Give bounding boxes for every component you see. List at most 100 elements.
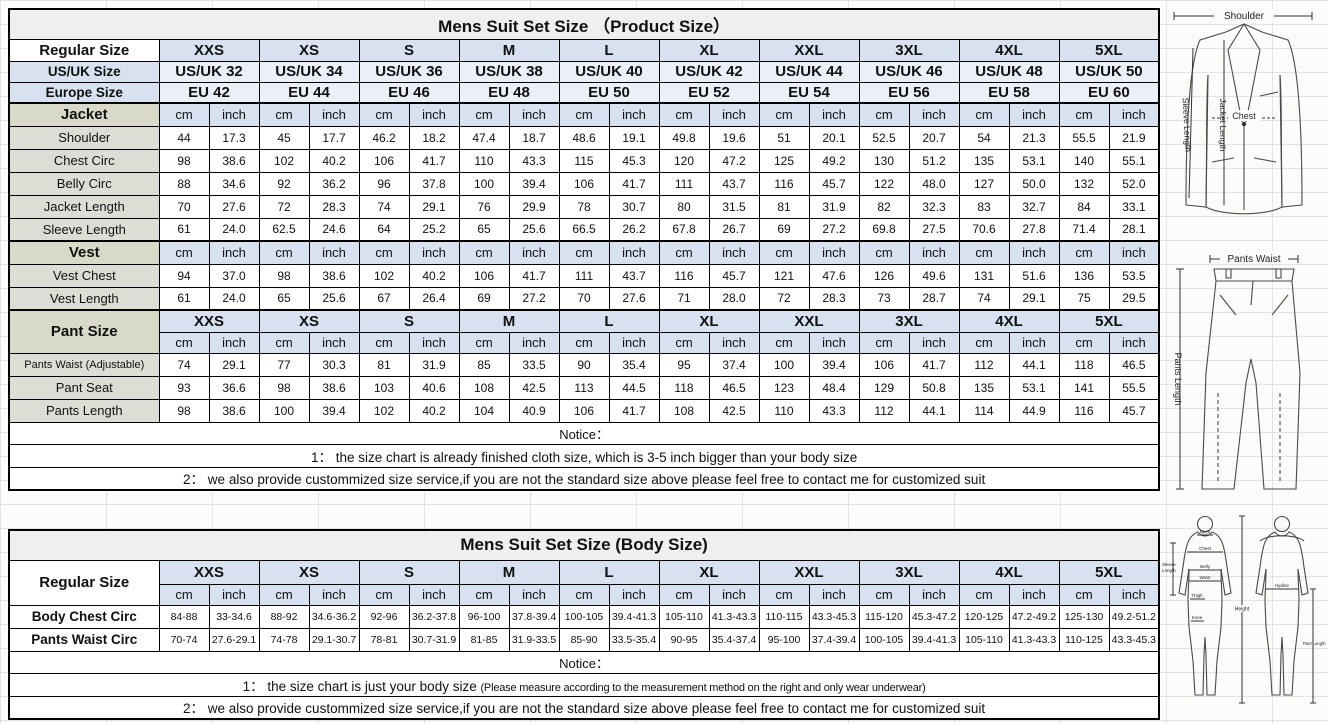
- unit-inch-header: inch: [1008, 331, 1060, 354]
- size-header: 4XL: [958, 309, 1060, 333]
- unit-inch-header: inch: [408, 331, 460, 354]
- cm-value: 83: [958, 194, 1010, 219]
- inch-value: 48.0: [908, 171, 960, 196]
- inch-value: 27.2: [808, 217, 860, 242]
- cm-value: 136: [1058, 263, 1110, 288]
- cm-value: 106: [858, 352, 910, 377]
- cm-value: 96: [358, 171, 410, 196]
- cm-value: 65: [258, 286, 310, 311]
- body-size-table: Mens Suit Set Size (Body Size) Regular Si…: [8, 529, 1161, 720]
- cm-value: 85: [458, 352, 510, 377]
- inch-value: 44.1: [1008, 352, 1060, 377]
- product-table-title: Mens Suit Set Size （Product Size）: [8, 8, 1160, 40]
- belly-label: Belly: [1200, 564, 1211, 569]
- unit-cm-header: cm: [358, 240, 410, 265]
- unit-inch-header: inch: [808, 240, 860, 265]
- inch-value: 27.5: [908, 217, 960, 242]
- inch-value: 38.6: [208, 398, 260, 423]
- table-row: Pants Waist (Adjustable) 74 29.1 77 30.3 81 31…: [8, 352, 1160, 377]
- table-row: cm inch cm inch cm inch cm inch cm inch cm inch cm in…: [9, 331, 1160, 354]
- cm-value: 106: [358, 148, 410, 173]
- cm-value: 70: [158, 194, 210, 219]
- inch-value: 55.1: [1108, 148, 1160, 173]
- cm-value: 105-110: [658, 604, 710, 629]
- size-header: XS: [258, 309, 360, 333]
- inch-value: 37.0: [208, 263, 260, 288]
- cm-value: 51: [758, 125, 810, 150]
- unit-inch-header: inch: [208, 240, 260, 265]
- table-row: Pant Seat 93 36.6 98 38.6 103 40.6 108 42.5 113 44…: [8, 375, 1160, 400]
- cm-value: 81: [358, 352, 410, 377]
- unit-cm-header: cm: [958, 240, 1010, 265]
- unit-cm-header: cm: [258, 102, 310, 127]
- eu-size-value: EU 44: [258, 81, 360, 104]
- inch-value: 42.5: [708, 398, 760, 423]
- row-label: Pants Length: [8, 398, 160, 423]
- inch-value: 49.2: [808, 148, 860, 173]
- notice-line: 2： we also provide custommized size serv…: [8, 695, 1160, 720]
- inch-value: 32.3: [908, 194, 960, 219]
- inch-value: 45.7: [1108, 398, 1160, 423]
- cm-value: 66.5: [558, 217, 610, 242]
- unit-cm-header: cm: [858, 240, 910, 265]
- cm-value: 130: [858, 148, 910, 173]
- inch-value: 24.6: [308, 217, 360, 242]
- cm-value: 98: [258, 375, 310, 400]
- unit-inch-header: inch: [608, 102, 660, 127]
- cm-value: 125: [758, 148, 810, 173]
- cm-value: 94: [158, 263, 210, 288]
- usuk-size-value: US/UK 34: [258, 60, 360, 83]
- usuk-size-value: US/UK 32: [158, 60, 260, 83]
- unit-cm-header: cm: [358, 102, 410, 127]
- inch-value: 17.7: [308, 125, 360, 150]
- inch-value: 49.2-51.2: [1108, 604, 1160, 629]
- cm-value: 72: [758, 286, 810, 311]
- inch-value: 36.2: [308, 171, 360, 196]
- inch-value: 40.2: [408, 263, 460, 288]
- cm-value: 116: [758, 171, 810, 196]
- unit-cm-header: cm: [558, 331, 610, 354]
- unit-cm-header: cm: [458, 102, 510, 127]
- inch-value: 43.3-45.3: [1108, 627, 1160, 652]
- knee-label: Knee: [1192, 615, 1203, 620]
- row-label-europe-size: Europe Size: [8, 81, 160, 104]
- notice-line: 2： we also provide custommized size serv…: [8, 466, 1160, 491]
- row-label: Belly Circ: [8, 171, 160, 196]
- cm-value: 105-110: [958, 627, 1010, 652]
- inch-value: 29.1: [408, 194, 460, 219]
- cm-value: 121: [758, 263, 810, 288]
- row-label: Vest Length: [8, 286, 160, 311]
- inch-value: 36.6: [208, 375, 260, 400]
- unit-cm-header: cm: [758, 331, 810, 354]
- unit-inch-header: inch: [608, 583, 660, 606]
- cm-value: 52.5: [858, 125, 910, 150]
- cm-value: 120-125: [958, 604, 1010, 629]
- cm-value: 73: [858, 286, 910, 311]
- cm-value: 122: [858, 171, 910, 196]
- chest-label: Chest: [1232, 111, 1256, 121]
- inch-value: 31.9-33.5: [508, 627, 560, 652]
- size-header: XXL: [758, 38, 860, 62]
- row-label: Jacket Length: [8, 194, 160, 219]
- inch-value: 29.1: [1008, 286, 1060, 311]
- inch-value: 37.4-39.4: [808, 627, 860, 652]
- sleeve-length-label-line2: Length: [1162, 568, 1176, 573]
- unit-inch-header: inch: [608, 331, 660, 354]
- cm-value: 81-85: [458, 627, 510, 652]
- size-header: XXL: [758, 559, 860, 585]
- inch-value: 17.3: [208, 125, 260, 150]
- inch-value: 39.4: [308, 398, 360, 423]
- cm-value: 106: [458, 263, 510, 288]
- section-label: Jacket: [8, 102, 160, 127]
- pants-length-label: Pants Length: [1173, 352, 1183, 405]
- inch-value: 26.2: [608, 217, 660, 242]
- cm-value: 90-95: [658, 627, 710, 652]
- cm-value: 82: [858, 194, 910, 219]
- unit-cm-header: cm: [458, 331, 510, 354]
- cm-value: 108: [458, 375, 510, 400]
- unit-inch-header: inch: [808, 583, 860, 606]
- cm-value: 120: [658, 148, 710, 173]
- inch-value: 27.6: [208, 194, 260, 219]
- inch-value: 21.9: [1108, 125, 1160, 150]
- notice-heading: Notice：: [8, 650, 1160, 674]
